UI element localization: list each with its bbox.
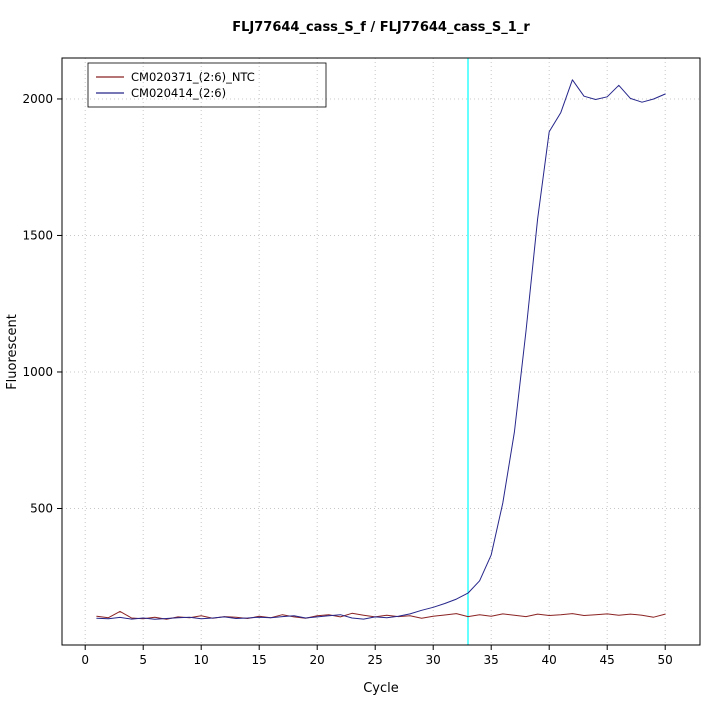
legend-label: CM020414_(2:6) bbox=[131, 86, 226, 100]
x-tick-label: 10 bbox=[194, 653, 209, 667]
series-line-cm020414-2-6- bbox=[96, 79, 666, 620]
legend-box bbox=[87, 62, 327, 108]
y-tick-label: 2000 bbox=[22, 92, 53, 106]
x-tick-label: 0 bbox=[81, 653, 89, 667]
x-tick-label: 5 bbox=[139, 653, 147, 667]
x-tick-label: 15 bbox=[252, 653, 267, 667]
legend-layer: CM020371_(2:6)_NTC CM020414_(2:6) bbox=[87, 62, 327, 108]
plot-border bbox=[61, 57, 701, 646]
x-tick-label: 50 bbox=[658, 653, 673, 667]
x-tick-label: 35 bbox=[484, 653, 499, 667]
y-tick-label: 1000 bbox=[22, 365, 53, 379]
x-tick-label: 20 bbox=[310, 653, 325, 667]
grid-layer bbox=[62, 58, 700, 645]
y-tick-label: 500 bbox=[30, 501, 53, 515]
x-tick-label: 30 bbox=[426, 653, 441, 667]
y-tick-label: 1500 bbox=[22, 228, 53, 242]
x-axis-label: Cycle bbox=[363, 681, 399, 696]
series-line-cm020371-2-6-ntc bbox=[96, 610, 666, 620]
frame-layer bbox=[61, 57, 701, 646]
legend-label: CM020371_(2:6)_NTC bbox=[131, 70, 255, 84]
x-tick-label: 45 bbox=[600, 653, 615, 667]
y-axis-label: Fluorescent bbox=[5, 314, 20, 390]
x-tick-label: 25 bbox=[368, 653, 383, 667]
chart-title: FLJ77644_cass_S_f / FLJ77644_cass_S_1_r bbox=[232, 20, 530, 35]
x-tick-label: 40 bbox=[542, 653, 557, 667]
series-layer bbox=[96, 79, 666, 620]
tick-layer: 0 5 10 15 20 25 30 35 40 45 50 500 1000 1500 2000 bbox=[22, 92, 672, 667]
